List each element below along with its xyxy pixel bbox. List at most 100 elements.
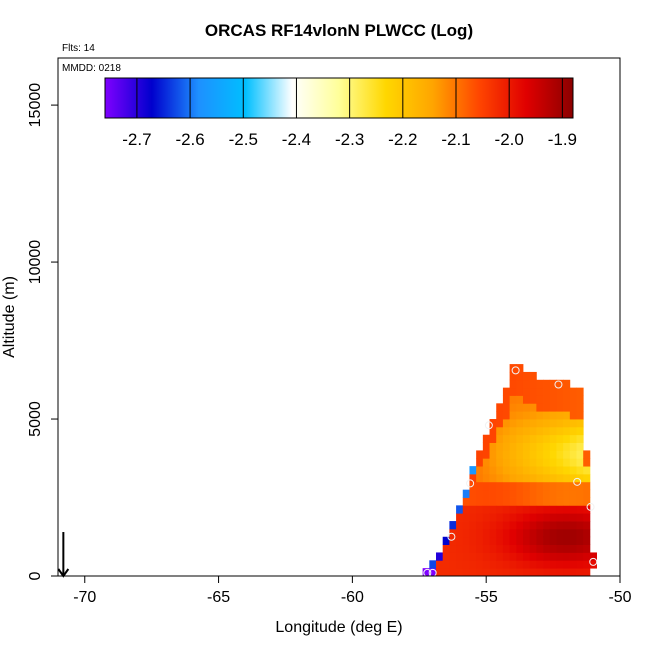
heatmap-cell	[576, 403, 584, 412]
heatmap-cell	[569, 442, 577, 451]
heatmap-cell	[482, 560, 490, 569]
heatmap-cell	[543, 521, 551, 530]
heatmap-cell	[529, 379, 537, 389]
heatmap-cell	[536, 434, 544, 443]
heatmap-cell	[469, 489, 477, 498]
heatmap-cell	[529, 426, 537, 436]
heatmap-cell	[563, 497, 571, 506]
heatmap-cell	[556, 379, 564, 389]
heatmap-cell	[522, 387, 531, 396]
heatmap-cell	[502, 395, 511, 404]
heatmap-cell	[583, 568, 591, 577]
heatmap-cell	[556, 403, 564, 412]
heatmap-cell	[536, 505, 544, 514]
heatmap-cell	[509, 434, 517, 443]
heatmap-cell	[469, 497, 477, 506]
heatmap-cell	[469, 521, 477, 530]
heatmap-cell	[509, 403, 517, 412]
heatmap-cell	[556, 505, 564, 514]
heatmap-cell	[583, 560, 591, 569]
heatmap-cell	[462, 513, 470, 522]
heatmap-cell	[442, 568, 450, 577]
heatmap-cell	[536, 552, 544, 561]
heatmap-cell	[476, 466, 484, 475]
heatmap-cell	[469, 473, 477, 483]
heatmap-cell	[536, 473, 544, 483]
heatmap-cell	[556, 419, 564, 428]
heatmap-cell	[536, 560, 544, 569]
heatmap-cell	[563, 387, 571, 396]
heatmap-cell	[522, 536, 531, 546]
colorbar-tick-label: -2.6	[175, 130, 204, 149]
heatmap-cell	[469, 560, 477, 569]
heatmap-cell	[509, 528, 517, 538]
heatmap-cell	[529, 371, 537, 381]
heatmap-cell	[509, 544, 517, 553]
heatmap-cell	[536, 426, 544, 436]
heatmap-cell	[502, 387, 511, 396]
heatmap-cell	[456, 544, 464, 553]
y-tick-label: 15000	[27, 83, 44, 128]
heatmap-cell	[576, 411, 584, 420]
heatmap-cell	[462, 568, 470, 577]
heatmap-cell	[563, 434, 571, 443]
heatmap-cell	[496, 513, 504, 522]
heatmap-cell	[456, 513, 464, 522]
heatmap-cell	[462, 489, 470, 498]
heatmap-cell	[476, 505, 484, 514]
flight-marker	[554, 380, 563, 389]
heatmap-cell	[509, 379, 517, 389]
heatmap-cell	[549, 458, 557, 467]
heatmap-cell	[543, 450, 551, 459]
heatmap-cell	[549, 387, 557, 396]
heatmap-cell	[543, 552, 551, 561]
heatmap-cell	[556, 434, 564, 443]
heatmap-cell	[502, 544, 511, 553]
heatmap-cell	[549, 544, 557, 553]
heatmap-cell	[549, 497, 557, 506]
heatmap-cell	[516, 560, 524, 569]
x-tick-label: -65	[207, 589, 230, 606]
heatmap-cell	[569, 489, 577, 498]
heatmap-cell	[449, 521, 457, 530]
heatmap-cell	[502, 552, 511, 561]
heatmap-cell	[536, 497, 544, 506]
heatmap-cell	[549, 489, 557, 498]
heatmap-cell	[549, 395, 557, 404]
flight-marker	[573, 477, 582, 486]
heatmap-cell	[563, 473, 571, 483]
heatmap-cell	[496, 536, 504, 546]
heatmap-cell	[529, 419, 537, 428]
chart-title: ORCAS RF14vlonN PLWCC (Log)	[205, 21, 473, 40]
heatmap-cell	[576, 466, 584, 475]
heatmap-cell	[569, 544, 577, 553]
heatmap-cell	[569, 426, 577, 436]
heatmap-cell	[502, 473, 511, 483]
x-tick-label: -60	[341, 589, 364, 606]
heatmap-cell	[502, 419, 511, 428]
heatmap-cell	[563, 568, 571, 577]
heatmap-cell	[476, 458, 484, 467]
heatmap-cell	[529, 521, 537, 530]
heatmap-cell	[456, 521, 464, 530]
heatmap-cell	[522, 497, 531, 506]
heatmap-cell	[563, 442, 571, 451]
heatmap-cell	[482, 497, 490, 506]
heatmap-cell	[583, 473, 591, 483]
heatmap-cell	[449, 536, 457, 546]
heatmap-cell	[449, 544, 457, 553]
heatmap-cell	[456, 560, 464, 569]
heatmap-cell	[536, 450, 544, 459]
heatmap-cell	[563, 458, 571, 467]
heatmap-cell	[576, 568, 584, 577]
heatmap-cell	[569, 395, 577, 404]
heatmap-cell	[576, 450, 584, 459]
heatmap-cell	[529, 411, 537, 420]
heatmap-cell	[489, 434, 497, 443]
heatmap-cell	[482, 473, 490, 483]
heatmap-cell	[583, 466, 591, 475]
heatmap-cell	[502, 528, 511, 538]
heatmap-cell	[489, 426, 497, 436]
heatmap-cell	[569, 450, 577, 459]
heatmap-cell	[456, 536, 464, 546]
